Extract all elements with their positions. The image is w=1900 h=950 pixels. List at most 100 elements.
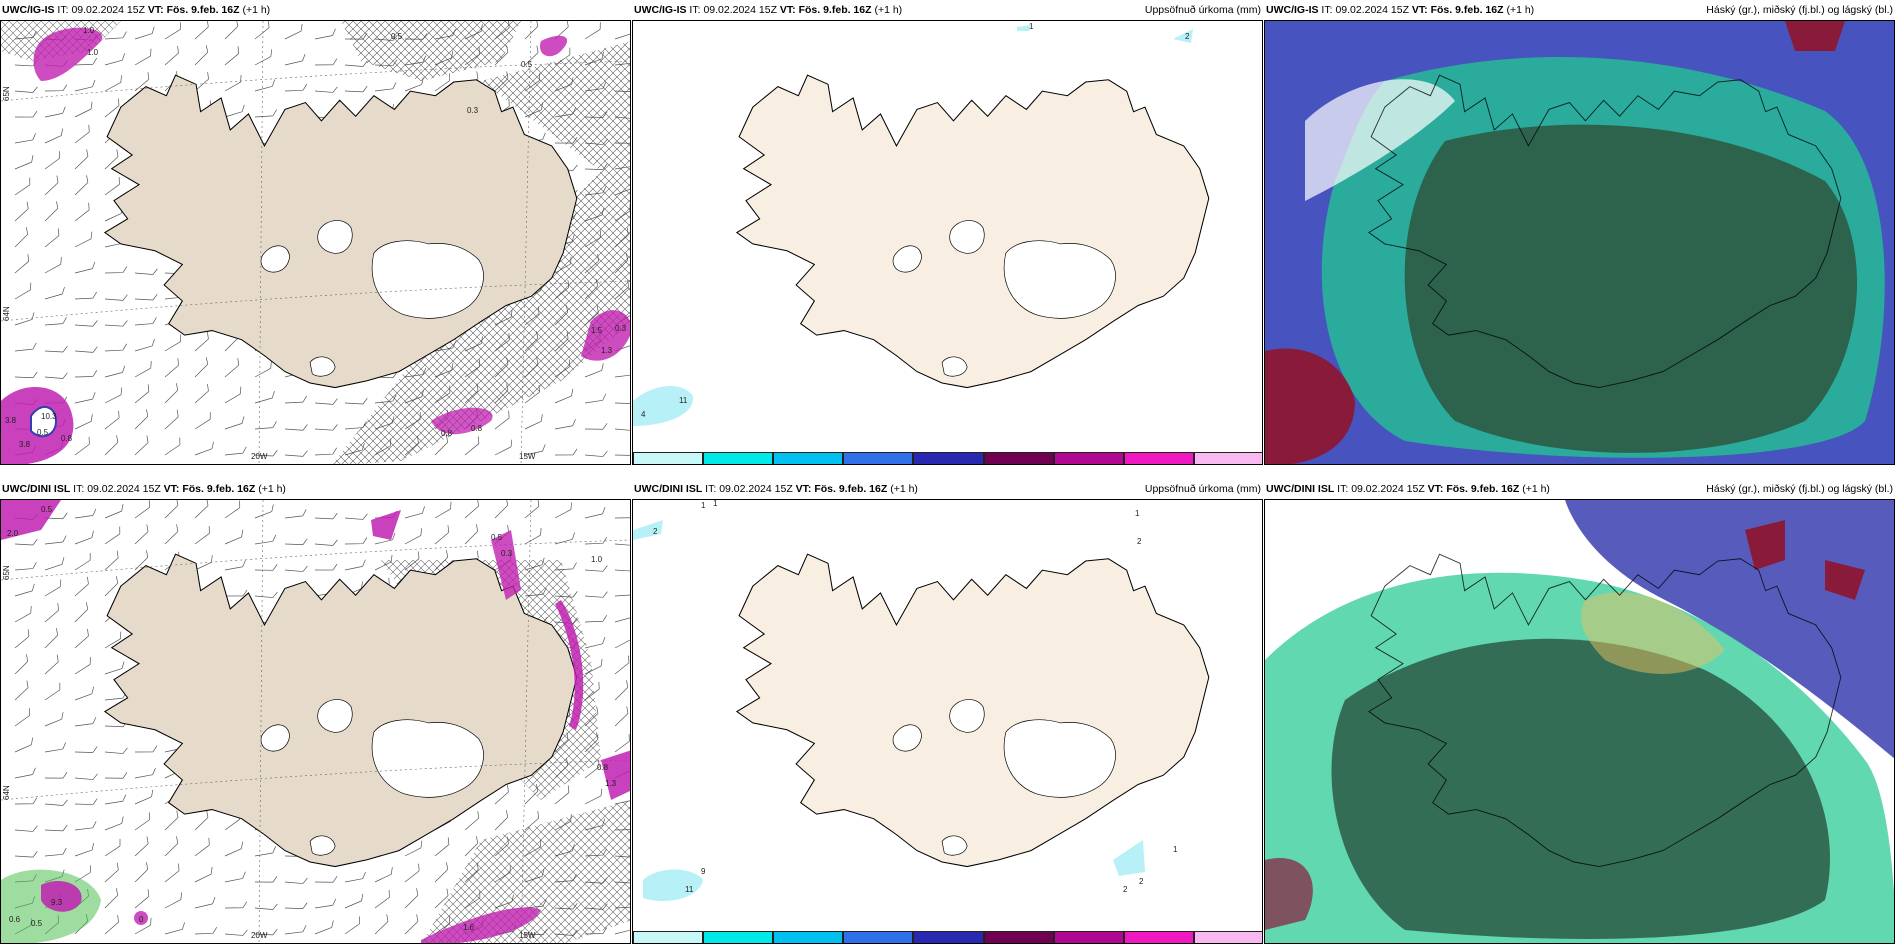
precip-area bbox=[633, 520, 663, 540]
spot-label: 11 bbox=[679, 396, 688, 405]
wind-barb bbox=[74, 842, 95, 857]
wind-barb bbox=[374, 914, 389, 935]
wind-barb bbox=[584, 565, 608, 572]
precip-map[interactable]: 1 1 2 1 2 9 11 1 2 2 1102550751001502004… bbox=[632, 499, 1263, 944]
wind-barb bbox=[134, 524, 149, 545]
wind-barb bbox=[44, 128, 63, 144]
wind-barb bbox=[104, 31, 127, 40]
wind-barb bbox=[164, 500, 179, 519]
legend-swatch bbox=[983, 931, 1054, 943]
spot-label: 1 bbox=[1135, 509, 1140, 518]
cloud-layer bbox=[1404, 124, 1858, 453]
wind-barb bbox=[614, 922, 630, 935]
wind-barb bbox=[104, 75, 122, 92]
wind-barb bbox=[14, 110, 38, 118]
wind-barb bbox=[134, 26, 155, 40]
wind-barb bbox=[74, 346, 98, 353]
legend-swatch bbox=[1053, 931, 1124, 943]
wind-panel-row1: UWC/IG-IS IT: 09.02.2024 15Z VT: Fös. 9.… bbox=[0, 0, 631, 465]
wind-barb bbox=[284, 925, 307, 935]
wind-barb bbox=[434, 837, 450, 857]
wind-barb bbox=[74, 124, 90, 144]
lon-label: 15W bbox=[519, 931, 536, 940]
wind-barb bbox=[134, 409, 149, 430]
contour-label: 1.6 bbox=[463, 923, 475, 932]
wind-barb bbox=[134, 500, 150, 519]
wind-barb bbox=[104, 266, 128, 274]
wind-barb bbox=[614, 655, 630, 675]
hatched-area bbox=[422, 800, 630, 943]
wind-barb bbox=[254, 450, 278, 457]
wind-barb bbox=[134, 889, 150, 909]
wind-barb bbox=[104, 294, 128, 301]
cloud-map[interactable] bbox=[1264, 499, 1895, 944]
legend-swatch bbox=[773, 931, 844, 943]
myrdalsjokull-glacier bbox=[941, 356, 968, 377]
wind-barb bbox=[434, 501, 452, 519]
contour-label: 0.8 bbox=[441, 429, 453, 438]
wind-barb bbox=[134, 361, 152, 378]
contour-label: 0.5 bbox=[521, 60, 533, 69]
lat-label: 64N bbox=[2, 306, 11, 321]
legend-swatch bbox=[703, 452, 774, 464]
wind-barb bbox=[404, 840, 423, 857]
wind-barb bbox=[14, 737, 33, 753]
wind-barb bbox=[104, 387, 123, 404]
wind-barb bbox=[314, 424, 338, 431]
contour-label: 0.3 bbox=[615, 324, 627, 333]
wind-barb bbox=[584, 450, 608, 457]
wind-map[interactable]: 20W 15W 65N 64N 2.0 0.5 0.3 1.0 0.5 0.6 … bbox=[0, 499, 631, 944]
wind-barb bbox=[614, 680, 629, 701]
wind-barb bbox=[194, 331, 209, 352]
wind-barb bbox=[224, 358, 240, 378]
spot-label: 2 bbox=[1137, 537, 1142, 546]
precip-map[interactable]: 1 2 11 4 110255075100150200400 bbox=[632, 20, 1263, 465]
wind-barb bbox=[224, 386, 242, 404]
longitude-line bbox=[520, 500, 532, 943]
wind-barb bbox=[464, 836, 479, 857]
wind-barb bbox=[164, 524, 179, 545]
wind-barb bbox=[254, 391, 275, 404]
wind-barb bbox=[104, 816, 124, 831]
precip-panel-row2: UWC/DINI ISL IT: 09.02.2024 15Z VT: Fös.… bbox=[632, 479, 1263, 944]
cloud-map[interactable] bbox=[1264, 20, 1895, 465]
precip-contour bbox=[421, 907, 541, 943]
wind-barb bbox=[104, 631, 122, 649]
panel-title: UWC/IG-IS IT: 09.02.2024 15Z VT: Fös. 9.… bbox=[2, 4, 271, 16]
wind-barb bbox=[134, 862, 149, 883]
wind-barb bbox=[14, 342, 37, 352]
hofsjokull-glacier bbox=[949, 698, 985, 733]
contour-label: 2.0 bbox=[7, 529, 19, 538]
wind-barb bbox=[404, 863, 420, 883]
wind-barb bbox=[44, 603, 59, 623]
lat-label: 65N bbox=[2, 86, 11, 101]
wind-barb bbox=[254, 534, 277, 545]
wind-barb bbox=[194, 383, 209, 404]
contour-label: 0.3 bbox=[501, 549, 513, 558]
wind-barb bbox=[164, 437, 181, 456]
wind-barb bbox=[104, 435, 119, 456]
wind-barb bbox=[164, 863, 180, 883]
wind-map[interactable]: 20W 15W 65N 64N 1.0 1.0 0.5 0.3 1.5 0.3 … bbox=[0, 20, 631, 465]
wind-barb bbox=[164, 45, 179, 66]
wind-barb bbox=[134, 317, 157, 326]
spot-label: 2 bbox=[653, 527, 658, 536]
spot-label: 2 bbox=[1139, 877, 1144, 886]
latitude-line bbox=[1, 280, 630, 322]
precip-area bbox=[1113, 840, 1145, 876]
wind-barb bbox=[134, 789, 154, 805]
longitude-line bbox=[520, 21, 532, 464]
wind-barb bbox=[104, 838, 121, 857]
lon-label: 20W bbox=[251, 931, 268, 940]
wind-barb bbox=[74, 101, 93, 118]
wind-barb bbox=[224, 871, 246, 883]
wind-barb bbox=[314, 898, 337, 909]
wind-barb bbox=[44, 257, 62, 274]
precip-contour bbox=[491, 530, 521, 600]
wind-barb bbox=[44, 712, 64, 727]
precip-contour bbox=[581, 310, 630, 361]
wind-barb bbox=[104, 914, 119, 935]
panel-title: UWC/IG-IS IT: 09.02.2024 15Z VT: Fös. 9.… bbox=[634, 4, 903, 16]
precip-contour bbox=[134, 911, 148, 925]
wind-barb bbox=[494, 810, 509, 831]
